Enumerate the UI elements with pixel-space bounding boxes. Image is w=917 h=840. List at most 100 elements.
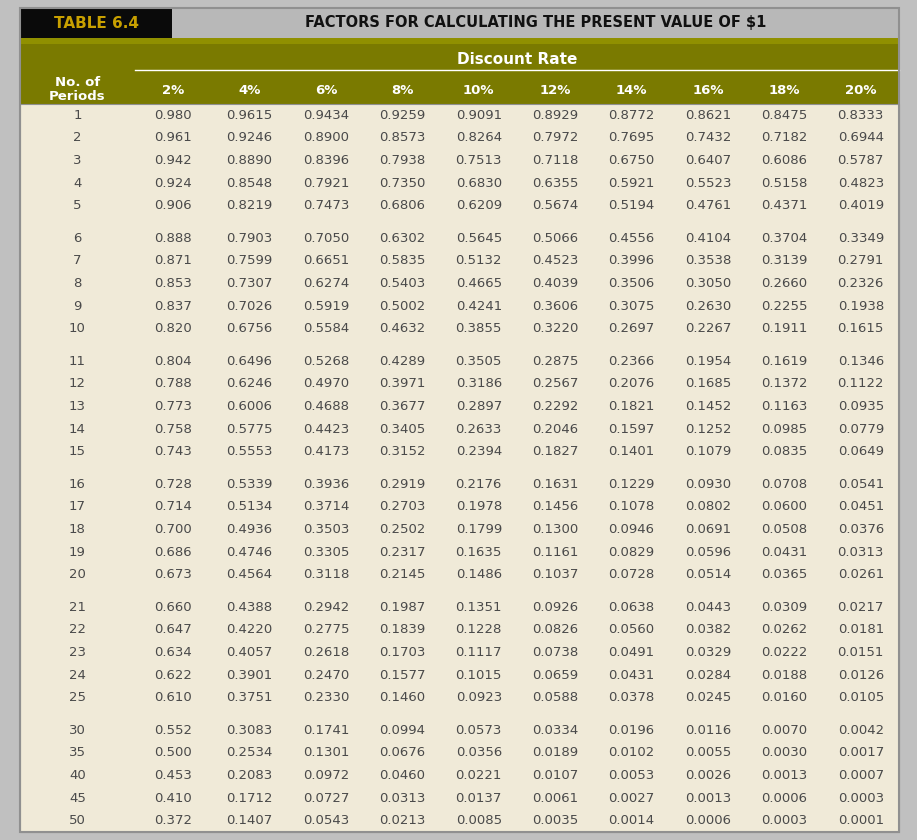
Text: 10%: 10% bbox=[463, 83, 494, 97]
Text: 0.0829: 0.0829 bbox=[609, 546, 655, 559]
Text: 0.0573: 0.0573 bbox=[456, 724, 502, 737]
Text: 13: 13 bbox=[69, 400, 86, 413]
Text: 0.0309: 0.0309 bbox=[761, 601, 808, 614]
Text: 0.6209: 0.6209 bbox=[456, 199, 502, 213]
Text: 0.3075: 0.3075 bbox=[608, 300, 655, 312]
Text: 0.0659: 0.0659 bbox=[532, 669, 579, 681]
Text: 0.453: 0.453 bbox=[154, 769, 193, 782]
Text: 0.1228: 0.1228 bbox=[456, 623, 502, 637]
Text: 0.0638: 0.0638 bbox=[609, 601, 655, 614]
Text: 0.3714: 0.3714 bbox=[303, 501, 349, 513]
Text: 0.0217: 0.0217 bbox=[837, 601, 884, 614]
Text: 0.8264: 0.8264 bbox=[456, 131, 502, 144]
Text: 0.5584: 0.5584 bbox=[303, 323, 349, 335]
Text: 23: 23 bbox=[69, 646, 86, 659]
Text: 0.0543: 0.0543 bbox=[303, 814, 349, 827]
Bar bbox=[20, 104, 899, 832]
Text: 0.1597: 0.1597 bbox=[608, 423, 655, 436]
Text: 0.0930: 0.0930 bbox=[685, 478, 731, 491]
Text: 6: 6 bbox=[73, 232, 82, 244]
Text: 0.6006: 0.6006 bbox=[226, 400, 272, 413]
Text: 20: 20 bbox=[69, 568, 86, 581]
Text: 0.3186: 0.3186 bbox=[456, 377, 502, 391]
Text: 0.8573: 0.8573 bbox=[380, 131, 425, 144]
Text: 0.1456: 0.1456 bbox=[532, 501, 579, 513]
Text: 0.1987: 0.1987 bbox=[380, 601, 425, 614]
Text: 19: 19 bbox=[69, 546, 86, 559]
Text: 0.7921: 0.7921 bbox=[303, 176, 349, 190]
Text: 0.1635: 0.1635 bbox=[456, 546, 502, 559]
Text: 0.7938: 0.7938 bbox=[380, 154, 425, 167]
Text: TABLE 6.4: TABLE 6.4 bbox=[53, 15, 138, 30]
Text: 0.2394: 0.2394 bbox=[456, 445, 502, 458]
Text: 0.8475: 0.8475 bbox=[761, 109, 808, 122]
Text: 0.4019: 0.4019 bbox=[838, 199, 884, 213]
Text: 0.2046: 0.2046 bbox=[532, 423, 579, 436]
Text: 0.2176: 0.2176 bbox=[456, 478, 502, 491]
Text: 0.6274: 0.6274 bbox=[303, 277, 349, 290]
Text: 0.1300: 0.1300 bbox=[532, 523, 579, 536]
Text: 11: 11 bbox=[69, 354, 86, 368]
Text: 0.500: 0.500 bbox=[154, 747, 192, 759]
Text: 0.0708: 0.0708 bbox=[761, 478, 808, 491]
Text: 0.2775: 0.2775 bbox=[303, 623, 349, 637]
Text: 0.8890: 0.8890 bbox=[226, 154, 272, 167]
Text: 0.4936: 0.4936 bbox=[226, 523, 272, 536]
Text: 0.0826: 0.0826 bbox=[532, 623, 579, 637]
Text: 0.3505: 0.3505 bbox=[456, 354, 502, 368]
Text: 3: 3 bbox=[73, 154, 82, 167]
Text: 0.804: 0.804 bbox=[154, 354, 192, 368]
Text: 1: 1 bbox=[73, 109, 82, 122]
Text: 0.0972: 0.0972 bbox=[303, 769, 349, 782]
Text: 0.9615: 0.9615 bbox=[226, 109, 272, 122]
Text: 0.0027: 0.0027 bbox=[609, 791, 655, 805]
Text: 0.1486: 0.1486 bbox=[456, 568, 502, 581]
Text: 0.4665: 0.4665 bbox=[456, 277, 502, 290]
Text: 0.5339: 0.5339 bbox=[226, 478, 272, 491]
Text: 0.660: 0.660 bbox=[154, 601, 192, 614]
Text: 6%: 6% bbox=[315, 83, 337, 97]
Text: 0.3503: 0.3503 bbox=[303, 523, 349, 536]
Text: 0.410: 0.410 bbox=[154, 791, 192, 805]
Text: 0.5403: 0.5403 bbox=[380, 277, 425, 290]
Text: 0.7695: 0.7695 bbox=[609, 131, 655, 144]
Text: 0.4241: 0.4241 bbox=[456, 300, 502, 312]
Text: 4%: 4% bbox=[238, 83, 260, 97]
Text: 0.1163: 0.1163 bbox=[761, 400, 808, 413]
Text: 0.1619: 0.1619 bbox=[761, 354, 808, 368]
Text: 0.0560: 0.0560 bbox=[609, 623, 655, 637]
Text: 16%: 16% bbox=[692, 83, 724, 97]
Text: 0.0160: 0.0160 bbox=[761, 691, 808, 704]
Text: 0.0443: 0.0443 bbox=[685, 601, 731, 614]
Text: 16: 16 bbox=[69, 478, 86, 491]
Text: 0.5268: 0.5268 bbox=[303, 354, 349, 368]
Text: 0.1401: 0.1401 bbox=[609, 445, 655, 458]
Text: 0.0102: 0.0102 bbox=[609, 747, 655, 759]
Text: 0.0431: 0.0431 bbox=[609, 669, 655, 681]
Text: 0.871: 0.871 bbox=[154, 255, 193, 267]
Text: 0.0738: 0.0738 bbox=[532, 646, 579, 659]
Text: 0.686: 0.686 bbox=[154, 546, 192, 559]
Text: 0.1938: 0.1938 bbox=[837, 300, 884, 312]
Text: 0.634: 0.634 bbox=[154, 646, 192, 659]
Text: 0.0261: 0.0261 bbox=[837, 568, 884, 581]
Text: 0.0001: 0.0001 bbox=[838, 814, 884, 827]
Text: 12%: 12% bbox=[539, 83, 571, 97]
Text: 0.1712: 0.1712 bbox=[226, 791, 273, 805]
Text: 0.5645: 0.5645 bbox=[456, 232, 502, 244]
Text: 0.3606: 0.3606 bbox=[532, 300, 579, 312]
Text: 0.788: 0.788 bbox=[154, 377, 192, 391]
Text: 0.9246: 0.9246 bbox=[226, 131, 272, 144]
Text: 10: 10 bbox=[69, 323, 86, 335]
Text: 0.1911: 0.1911 bbox=[761, 323, 808, 335]
Text: 0.2791: 0.2791 bbox=[837, 255, 884, 267]
Text: 0.2502: 0.2502 bbox=[380, 523, 425, 536]
Text: 0.5194: 0.5194 bbox=[609, 199, 655, 213]
Text: 0.5132: 0.5132 bbox=[456, 255, 502, 267]
Text: 0.8929: 0.8929 bbox=[532, 109, 579, 122]
Text: 0.1301: 0.1301 bbox=[303, 747, 349, 759]
Text: 0.7473: 0.7473 bbox=[303, 199, 349, 213]
Text: 0.0431: 0.0431 bbox=[761, 546, 808, 559]
Text: 0.743: 0.743 bbox=[154, 445, 193, 458]
Text: 0.6750: 0.6750 bbox=[609, 154, 655, 167]
